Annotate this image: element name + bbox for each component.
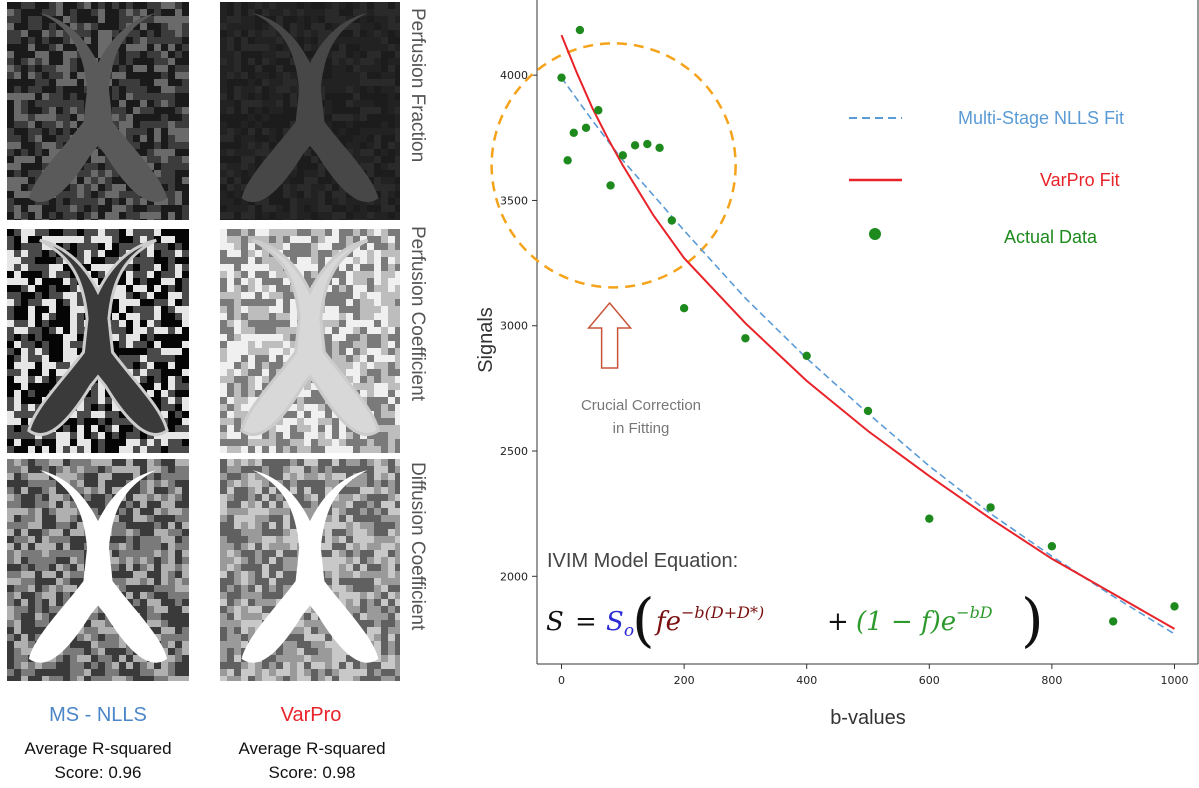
x-tick-label: 800 xyxy=(1041,674,1062,687)
x-tick-label: 1000 xyxy=(1160,674,1188,687)
data-point xyxy=(802,351,811,361)
x-axis-title: b-values xyxy=(830,707,906,729)
y-tick-label: 3500 xyxy=(500,194,528,207)
data-point xyxy=(594,106,603,115)
svg-text:So: So xyxy=(606,607,634,641)
map-perfusion-fraction-ms-nlls xyxy=(7,2,189,220)
x-tick-label: 0 xyxy=(558,674,565,687)
annotation-line-1: Crucial Correction xyxy=(581,397,701,414)
signal-vs-bvalue-chart: 0 200 400 600 800 1000 2000 2500 3000 3500 4000 Mu… xyxy=(475,0,1199,729)
svg-text:=: = xyxy=(575,607,597,637)
ms-nlls-title: MS - NLLS xyxy=(49,704,147,726)
map-perfusion-fraction-varpro xyxy=(220,2,400,220)
chart-legend: Multi-Stage NLLS Fit VarPro Fit Actual Dat… xyxy=(849,108,1124,247)
data-point xyxy=(986,503,995,512)
map-diffusion-coefficient-ms-nlls xyxy=(7,459,189,681)
correction-highlight xyxy=(490,42,737,369)
data-point xyxy=(925,514,934,523)
up-arrow-icon xyxy=(587,301,633,369)
varpro-score-label: Average R-squared xyxy=(238,739,386,758)
equation-title: IVIM Model Equation: xyxy=(547,550,738,572)
varpro-score: Average R-squared Score: 0.98 xyxy=(212,737,412,785)
ivim-equation: S = So ( fe−b(D+D*) + (1 − f)e−bD ) xyxy=(546,586,1044,654)
ms-nlls-score-value: Score: 0.96 xyxy=(54,763,142,782)
y-tick-label: 2000 xyxy=(500,570,528,583)
ms-nlls-score: Average R-squared Score: 0.96 xyxy=(0,737,198,785)
x-tick-label: 200 xyxy=(674,674,695,687)
svg-text:(: ( xyxy=(632,586,655,654)
data-point xyxy=(667,216,677,225)
annotation-line-2: in Fitting xyxy=(613,420,670,437)
row-label-diffusion-coefficient: Diffusion Coefficient xyxy=(407,462,428,631)
svg-text:S: S xyxy=(546,607,564,637)
data-point xyxy=(575,25,585,35)
map-perfusion-coefficient-ms-nlls xyxy=(7,229,189,453)
highlight-circle xyxy=(490,42,737,289)
data-point xyxy=(581,123,591,132)
y-tick-label: 4000 xyxy=(500,69,528,82)
legend-data-label: Actual Data xyxy=(1004,227,1098,247)
legend-ms-nlls-label: Multi-Stage NLLS Fit xyxy=(958,108,1124,128)
svg-text:): ) xyxy=(1021,586,1044,654)
data-point xyxy=(1170,602,1179,611)
svg-text:(1 − f)e−bD: (1 − f)e−bD xyxy=(856,603,993,637)
row-label-perfusion-fraction: Perfusion Fraction xyxy=(407,8,428,163)
legend-data-swatch xyxy=(869,228,881,240)
map-perfusion-coefficient-varpro xyxy=(220,229,400,453)
x-tick-label: 400 xyxy=(796,674,817,687)
data-point xyxy=(563,156,572,165)
svg-text:+: + xyxy=(827,607,849,637)
chart-axes: 0 200 400 600 800 1000 2000 2500 3000 3500 4000 xyxy=(500,0,1199,687)
y-tick-label: 3000 xyxy=(500,320,528,333)
data-point xyxy=(741,334,750,343)
x-tick-label: 600 xyxy=(919,674,940,687)
y-tick-label: 2500 xyxy=(500,445,528,458)
data-point xyxy=(618,151,628,160)
map-diffusion-coefficient-varpro xyxy=(220,459,400,681)
y-axis-title: Signals xyxy=(475,307,497,373)
legend-varpro-label: VarPro Fit xyxy=(1040,170,1120,190)
data-point xyxy=(679,303,689,313)
data-point xyxy=(1047,542,1057,551)
ms-nlls-score-label: Average R-squared xyxy=(24,739,172,758)
data-point xyxy=(606,181,615,190)
data-point xyxy=(630,141,640,150)
data-point xyxy=(643,139,652,149)
svg-text:fe−b(D+D*): fe−b(D+D*) xyxy=(654,603,764,637)
varpro-title: VarPro xyxy=(280,704,342,726)
varpro-score-value: Score: 0.98 xyxy=(268,763,356,782)
row-label-perfusion-coefficient: Perfusion Coefficient xyxy=(407,226,428,401)
data-point xyxy=(569,128,578,137)
ms-nlls-fit-line xyxy=(560,77,1175,635)
data-point xyxy=(557,73,566,82)
varpro-fit-line xyxy=(560,34,1175,630)
chart-series xyxy=(557,25,1179,635)
data-point xyxy=(1108,617,1118,626)
data-point xyxy=(655,143,664,153)
data-point xyxy=(863,406,873,416)
